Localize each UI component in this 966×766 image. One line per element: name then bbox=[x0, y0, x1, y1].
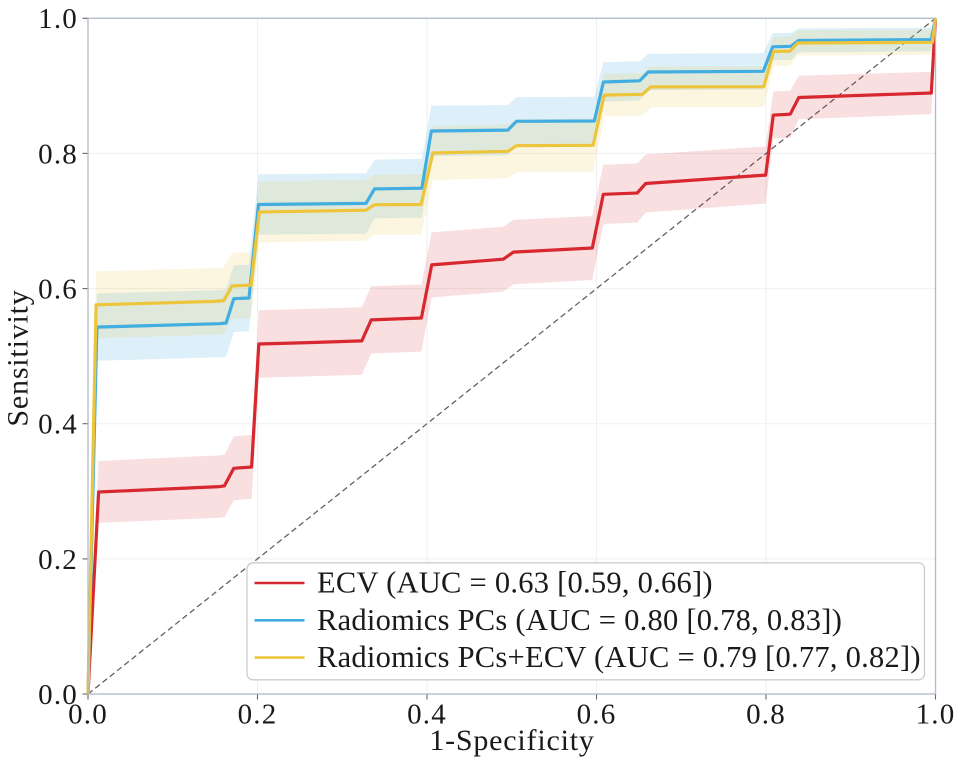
svg-text:Radiomics PCs+ECV (AUC = 0.79: Radiomics PCs+ECV (AUC = 0.79 [0.77, 0.8… bbox=[317, 640, 921, 674]
svg-text:0.8: 0.8 bbox=[746, 699, 786, 731]
svg-text:0.4: 0.4 bbox=[38, 409, 78, 441]
svg-text:0.4: 0.4 bbox=[407, 699, 447, 731]
svg-text:1-Specificity: 1-Specificity bbox=[429, 724, 594, 757]
svg-text:0.6: 0.6 bbox=[38, 274, 78, 306]
svg-text:1.0: 1.0 bbox=[916, 699, 956, 731]
svg-text:0.0: 0.0 bbox=[38, 679, 78, 711]
svg-text:0.0: 0.0 bbox=[68, 699, 108, 731]
svg-text:0.2: 0.2 bbox=[38, 544, 78, 576]
svg-text:1.0: 1.0 bbox=[38, 3, 78, 35]
svg-text:Radiomics PCs (AUC = 0.80 [0.7: Radiomics PCs (AUC = 0.80 [0.78, 0.83]) bbox=[317, 603, 842, 637]
svg-text:Sensitivity: Sensitivity bbox=[2, 289, 35, 426]
svg-text:ECV (AUC = 0.63 [0.59, 0.66]): ECV (AUC = 0.63 [0.59, 0.66]) bbox=[317, 566, 713, 600]
svg-text:0.8: 0.8 bbox=[38, 138, 78, 170]
svg-text:0.6: 0.6 bbox=[577, 699, 617, 731]
svg-text:0.2: 0.2 bbox=[238, 699, 278, 731]
